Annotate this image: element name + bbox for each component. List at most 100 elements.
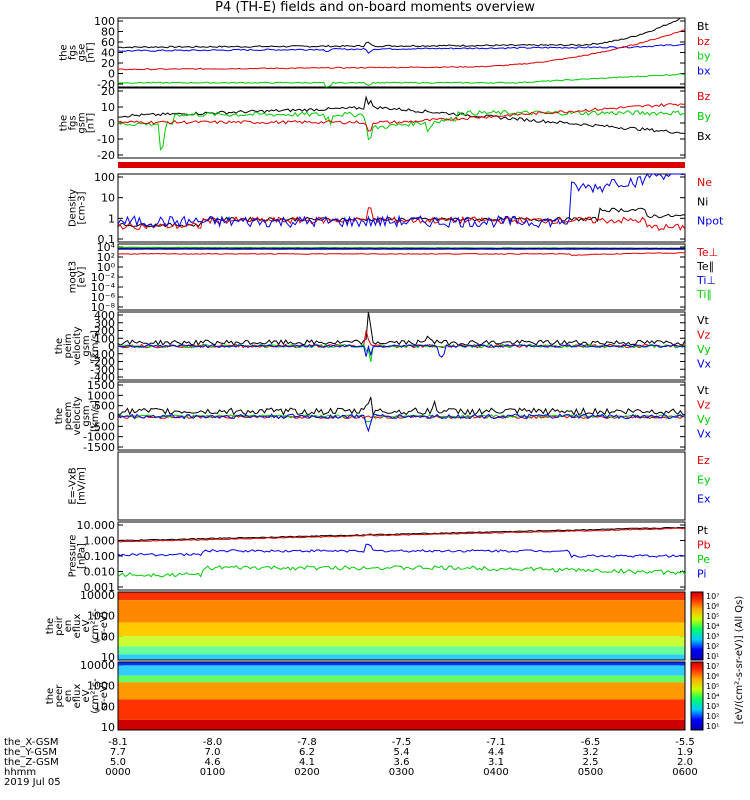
- spectrogram-peer-band: [118, 662, 685, 666]
- series-pt: [117, 526, 686, 542]
- legend-vt-peim-velocity: Vt: [697, 314, 710, 327]
- time-row-value: 5.4: [394, 747, 410, 758]
- ytick-label: -10: [97, 133, 115, 146]
- ylabel-peer-spec: (cm²-s-: [90, 678, 101, 714]
- ytick-label: 0: [108, 117, 115, 130]
- legend-by-fgs-gsm: By: [697, 110, 712, 123]
- ytick-label: -400: [90, 371, 115, 384]
- legend-ni-density: Ni: [697, 195, 708, 208]
- ylabel-peem-velocity: velocity: [72, 396, 83, 435]
- ytick-label: 10⁰: [97, 261, 116, 274]
- ytick-label: -1000: [83, 431, 115, 444]
- series-vt-peem: [117, 396, 686, 417]
- colorbar-lower: [690, 661, 704, 731]
- ylabel-density: Density: [68, 189, 79, 227]
- ytick-label: -20: [97, 78, 115, 91]
- colorbar-upper: [690, 591, 704, 661]
- ytick-label: -300: [90, 363, 115, 376]
- ylabel-peim-velocity: velocity: [72, 326, 83, 365]
- spectrogram-peer-band: [118, 675, 685, 683]
- ylabel-peir-spec: (cm²-s-: [90, 608, 101, 644]
- ylabel-fgs-gsm: the: [59, 115, 70, 131]
- spectrogram-peer-band: [118, 682, 685, 700]
- ylabel-peer-spec: en: [63, 690, 74, 703]
- time-row-value: -6.5: [581, 737, 601, 748]
- series-te-perp: [117, 252, 686, 256]
- legend-te⊥-temperature: Te⊥: [696, 246, 718, 259]
- series-vx-peem: [117, 413, 686, 433]
- ytick-label: 10: [101, 721, 115, 734]
- legend-bz-fgs-gse: bz: [697, 35, 710, 48]
- legend-ez-efield: Ez: [697, 454, 710, 467]
- series-vz-peim: [117, 330, 686, 349]
- series-bx: [117, 43, 686, 54]
- ytick-label: 80: [101, 26, 115, 39]
- time-row-value: -5.5: [675, 737, 695, 748]
- ylabel-fgs-gse: gse: [77, 44, 88, 62]
- ytick-label: 20: [101, 85, 115, 98]
- ylabel-density: [cm-3]: [77, 191, 88, 224]
- ytick-label: 500: [94, 400, 115, 413]
- ylabel-efield: [mV/m]: [77, 467, 88, 505]
- legend-pe-pressure: Pe: [697, 553, 710, 566]
- ylabel-peim-velocity: peim: [63, 333, 74, 358]
- legend-npot-density: Npot: [697, 215, 724, 228]
- colorbar-tick: 10⁴: [706, 692, 719, 701]
- spectrogram-peir-band: [118, 646, 685, 655]
- panel-frame-density: [117, 173, 686, 243]
- panel-frame-efield: [117, 451, 686, 521]
- colorbar-tick: 10⁷: [706, 662, 719, 671]
- ytick-label: 100: [94, 630, 115, 643]
- series-pi: [117, 543, 686, 559]
- time-row-value: 2.5: [583, 757, 599, 768]
- colorbar-tick: 10³: [706, 632, 719, 641]
- time-row-value: -8.0: [203, 737, 223, 748]
- ylabel-peem-velocity: [km/s]: [90, 400, 101, 432]
- time-row-value: 5.0: [110, 757, 126, 768]
- ytick-label: -500: [90, 420, 115, 433]
- spectrogram-peir-band: [118, 592, 685, 601]
- time-row-value: 4.4: [488, 747, 504, 758]
- series-vt-peim: [117, 311, 686, 347]
- legend-vy-peem-velocity: Vy: [697, 413, 711, 426]
- time-row-label: the_X-GSM: [4, 737, 58, 748]
- ytick-label: -100: [90, 348, 115, 361]
- time-row-value: -7.1: [486, 737, 506, 748]
- spectrogram-peer-band: [118, 665, 685, 676]
- time-row-value: 3.2: [583, 747, 599, 758]
- series-pb: [117, 527, 686, 543]
- ytick-label: 1.000: [84, 535, 116, 548]
- legend-vz-peem-velocity: Vz: [697, 399, 711, 412]
- colorbar-tick: 10⁵: [706, 612, 719, 621]
- time-row-label: hhmm: [4, 767, 36, 778]
- legend-vy-peim-velocity: Vy: [697, 343, 711, 356]
- ytick-label: 10⁴: [97, 241, 116, 254]
- series-vy-peim: [117, 343, 686, 362]
- ylabel-peem-velocity: peem: [63, 402, 74, 430]
- time-row-value: 0000: [105, 767, 130, 778]
- spectrogram-peer-frame: [117, 661, 686, 731]
- time-row-value: 1.9: [677, 747, 693, 758]
- legend-vx-peim-velocity: Vx: [697, 358, 712, 371]
- ylabel-fgs-gse: [nT]: [86, 42, 97, 62]
- ytick-label: 40: [101, 47, 115, 60]
- time-row-value: 4.1: [299, 757, 315, 768]
- ytick-label: 10000: [80, 659, 115, 672]
- colorbar-label: [eV/(cm²-s-sr-eV)] (All Qs): [734, 596, 745, 725]
- ytick-label: 1000: [87, 389, 115, 402]
- ytick-label: 200: [94, 325, 115, 338]
- legend-vz-peim-velocity: Vz: [697, 329, 711, 342]
- time-row-value: -7.8: [297, 737, 317, 748]
- legend-ey-efield: Ey: [697, 473, 711, 486]
- spectrogram-peir-band: [118, 654, 685, 660]
- legend-bx-fgs-gsm: Bx: [697, 130, 712, 143]
- spectrogram-peir-frame: [117, 591, 686, 661]
- ytick-label: 0.001: [84, 581, 116, 594]
- time-row-value: 0400: [483, 767, 508, 778]
- ylabel-temperature: moqt3: [68, 261, 79, 294]
- ylabel-peir-spec: peir: [54, 615, 65, 635]
- time-row-value: 0100: [200, 767, 225, 778]
- ytick-label: 1500: [87, 379, 115, 392]
- colorbar-tick: 10⁴: [706, 622, 719, 631]
- ytick-label: 10⁻²: [91, 271, 115, 284]
